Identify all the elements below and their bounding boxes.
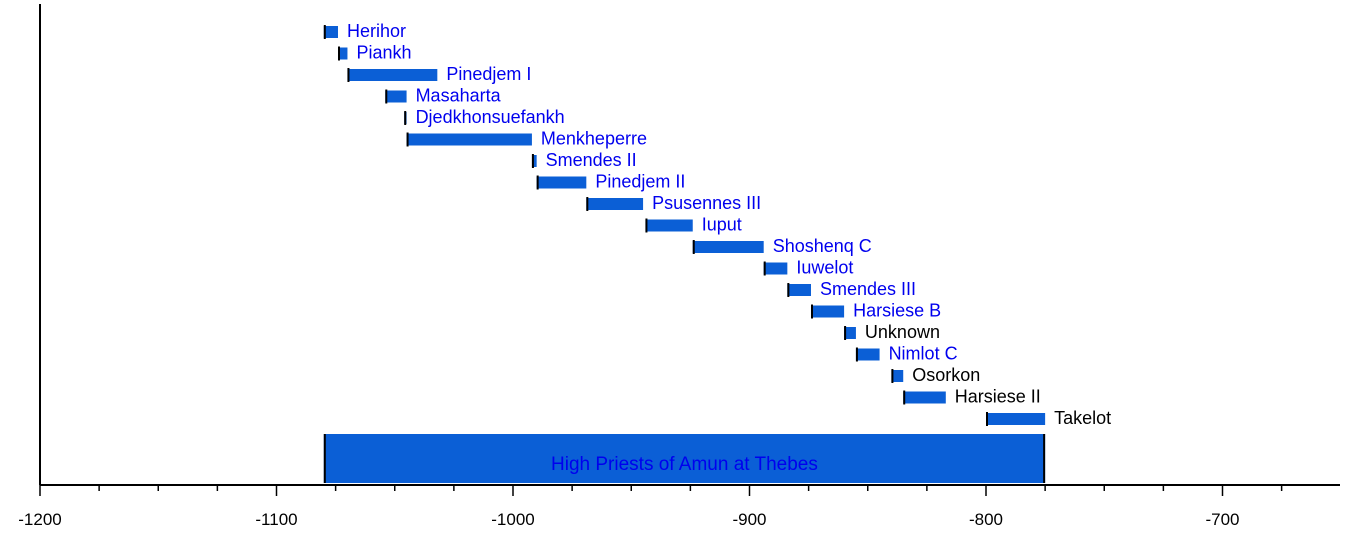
- bar-label: Osorkon: [912, 365, 980, 385]
- band-rect: [323, 434, 1046, 483]
- timeline-bar-group: Iuwelot: [763, 258, 853, 278]
- bar-label[interactable]: Shoshenq C: [773, 236, 872, 256]
- timeline-bar: [891, 370, 904, 382]
- bar-label[interactable]: Herihor: [347, 21, 406, 41]
- timeline-bar: [903, 391, 946, 404]
- timeline-bar: [787, 284, 811, 296]
- period-band: High Priests of Amun at Thebes: [323, 434, 1046, 483]
- bar-label[interactable]: Menkheperre: [541, 129, 647, 149]
- timeline-bar: [986, 413, 1046, 425]
- timeline-bar-group: Shoshenq C: [692, 236, 872, 256]
- bar-label: Unknown: [865, 322, 940, 342]
- x-tick-label: -800: [969, 510, 1003, 529]
- timeline-bar-group: Pinedjem II: [536, 172, 685, 192]
- x-tick-label: -1100: [255, 510, 297, 529]
- bar-label[interactable]: Smendes III: [820, 279, 916, 299]
- timeline-bar-group: Menkheperre: [406, 129, 647, 149]
- timeline-bar-group: Harsiese II: [903, 387, 1041, 407]
- timeline-bar-group: Takelot: [986, 408, 1111, 428]
- x-tick-label: -700: [1205, 510, 1239, 529]
- bar-label[interactable]: Iuwelot: [796, 258, 853, 278]
- timeline-bar-group: Herihor: [323, 21, 406, 41]
- timeline-bar-group: Pinedjem I: [347, 64, 531, 84]
- x-tick-label: -1000: [491, 510, 534, 529]
- bar-label[interactable]: Pinedjem II: [595, 172, 685, 192]
- timeline-bar: [347, 69, 438, 81]
- bar-label[interactable]: Psusennes III: [652, 193, 761, 213]
- bar-label: Takelot: [1054, 408, 1111, 428]
- bar-label[interactable]: Djedkhonsuefankh: [416, 107, 565, 127]
- timeline-bar-group: Unknown: [844, 322, 940, 342]
- timeline-bar: [855, 348, 880, 361]
- bar-label[interactable]: Iuput: [702, 215, 742, 235]
- timeline-bar: [531, 155, 537, 167]
- timeline-bar-group: Harsiese B: [810, 301, 941, 321]
- timeline-bar: [323, 26, 338, 38]
- timeline-bar-group: Smendes III: [787, 279, 916, 299]
- timeline-bar: [337, 47, 348, 60]
- timeline-bar: [692, 241, 764, 253]
- timeline-bar: [406, 133, 532, 146]
- timeline-bar: [536, 176, 587, 189]
- timeline-bar-group: Osorkon: [891, 365, 980, 385]
- timeline-bar: [645, 219, 693, 232]
- bar-label[interactable]: Pinedjem I: [446, 64, 531, 84]
- bar-label[interactable]: Smendes II: [546, 150, 637, 170]
- timeline-bar-group: Masaharta: [385, 86, 502, 106]
- timeline-bar-group: Djedkhonsuefankh: [404, 107, 565, 127]
- timeline-bar-group: Iuput: [645, 215, 742, 235]
- timeline-bar: [810, 305, 845, 318]
- x-tick-label: -900: [732, 510, 766, 529]
- timeline-bar-group: Piankh: [337, 43, 411, 63]
- bar-label[interactable]: Piankh: [356, 43, 411, 63]
- x-axis: -1200 -1100 -1000 -900 -800 -700: [18, 4, 1340, 529]
- timeline-bar-group: Nimlot C: [855, 344, 958, 364]
- timeline-bar-group: Psusennes III: [586, 193, 761, 213]
- x-tick-label: -1200: [18, 510, 61, 529]
- timeline-bar: [844, 327, 856, 339]
- timeline-bar: [385, 90, 407, 103]
- timeline-bar: [763, 262, 788, 275]
- timeline-bar: [586, 198, 644, 210]
- bar-label[interactable]: Harsiese B: [853, 301, 941, 321]
- timeline-bar-group: Smendes II: [531, 150, 637, 170]
- band-label[interactable]: High Priests of Amun at Thebes: [551, 454, 818, 475]
- bar-label[interactable]: Masaharta: [416, 86, 502, 106]
- bar-label[interactable]: Nimlot C: [889, 344, 958, 364]
- bar-label: Harsiese II: [955, 387, 1041, 407]
